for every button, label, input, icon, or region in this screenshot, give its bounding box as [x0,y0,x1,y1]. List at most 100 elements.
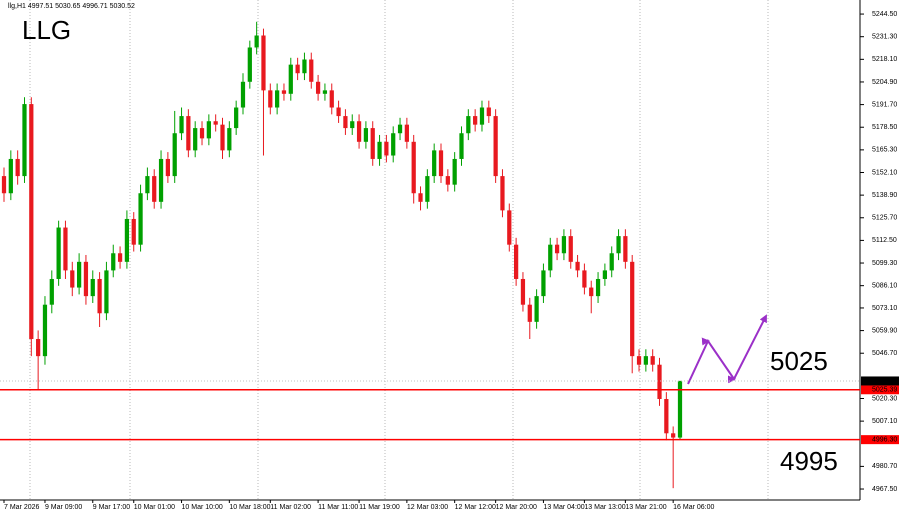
candle-body [520,278,526,305]
candle-body [384,141,389,156]
candle-body [630,261,635,357]
x-tick-label: 9 Mar 17:00 [93,504,130,511]
candle-body [315,81,321,94]
y-tick-label: 5073.10 [872,305,897,312]
candle-body [664,399,669,434]
candle-body [179,116,184,134]
candle-body [479,107,485,125]
candle-body [76,261,82,288]
symbol-label: LLG [22,15,71,45]
y-tick-label: 5165.30 [872,147,897,154]
candle-body [370,128,375,159]
candle-body [527,304,532,322]
candle-body [104,270,109,314]
y-tick-label: 5204.90 [872,79,897,86]
level-tag [861,385,899,395]
candle-body [411,141,416,194]
candle-body [534,296,539,322]
candle-body [1,176,7,194]
candle-body [561,236,567,254]
y-tick-label: 5007.10 [872,418,897,425]
candle-body [336,107,341,117]
candle-body [466,116,471,134]
candle-body [152,176,157,202]
x-tick-label: 12 Mar 20:00 [496,504,537,511]
x-tick-label: 13 Mar 21:00 [625,504,666,511]
candle-body [425,176,430,202]
y-tick-label: 5152.10 [872,169,897,176]
candle-body [227,128,232,151]
candle-body [404,124,409,142]
candle-body [83,261,89,297]
candle-body [131,218,136,245]
y-tick-label: 5099.30 [872,260,897,267]
candle-body [507,210,512,245]
y-tick-label: 5231.30 [872,34,897,41]
candle-body [575,261,580,271]
candle-body [677,380,683,438]
candle-body [240,81,246,108]
candle-body [554,244,560,254]
x-tick-label: 10 Mar 10:00 [182,504,223,511]
y-tick-label: 5020.30 [872,395,897,402]
candle-body [234,107,239,129]
candle-body [452,158,457,185]
candle-body [493,116,498,177]
candle-body [254,35,259,48]
candle-body [548,244,553,271]
y-tick-label: 4980.70 [872,463,897,470]
level-note: 5025 [770,346,828,376]
candle-body [643,356,648,365]
header: llg,H1 4997.51 5030.65 4996.71 5030.52 [8,3,135,10]
candle-body [97,278,102,314]
candle-body [220,124,225,151]
candle-body [329,90,334,108]
candle-body [650,356,655,365]
candle-body [602,270,608,279]
candle-body [459,133,464,159]
x-tick-label: 12 Mar 12:00 [455,504,496,511]
candle-body [90,278,95,297]
x-tick-label: 9 Mar 09:00 [45,504,82,511]
candle-body [671,433,676,438]
candle-body [445,176,450,185]
x-tick-label: 12 Mar 03:00 [407,504,448,511]
candle-body [22,104,27,177]
candle-body [29,104,34,339]
candle-body [623,236,628,262]
candle-body [213,121,218,125]
candle-body [247,47,252,82]
x-tick-label: 13 Mar 04:00 [543,504,584,511]
candle-body [322,90,328,94]
candle-body [432,150,437,177]
candle-body [397,124,403,134]
y-tick-label: 5138.90 [872,192,897,199]
candle-body [356,121,362,142]
candle-body [609,253,614,271]
candle-body [418,193,423,202]
candle-body [206,121,211,139]
x-tick-label: 7 Mar 2026 [4,504,40,511]
level-tag [861,435,899,445]
candle-body [391,133,396,156]
candle-body [363,128,369,142]
candle-body [500,176,505,211]
candle-body [281,90,287,94]
candle-body [295,64,300,74]
candle-body [145,176,150,194]
candle-body [377,141,382,159]
candle-body [275,90,280,108]
candle-body [172,133,177,177]
y-tick-label: 4967.50 [872,486,897,493]
last-price-label: 5030.52 [872,378,897,385]
candle-body [193,128,198,151]
candle-body [111,253,116,271]
candle-body [138,193,143,245]
candle-body [165,158,170,177]
projection-arrow [687,314,767,385]
last-price-tag [861,376,899,386]
candle-body [309,59,314,82]
candle-body [70,270,75,288]
y-tick-label: 5178.50 [872,124,897,131]
